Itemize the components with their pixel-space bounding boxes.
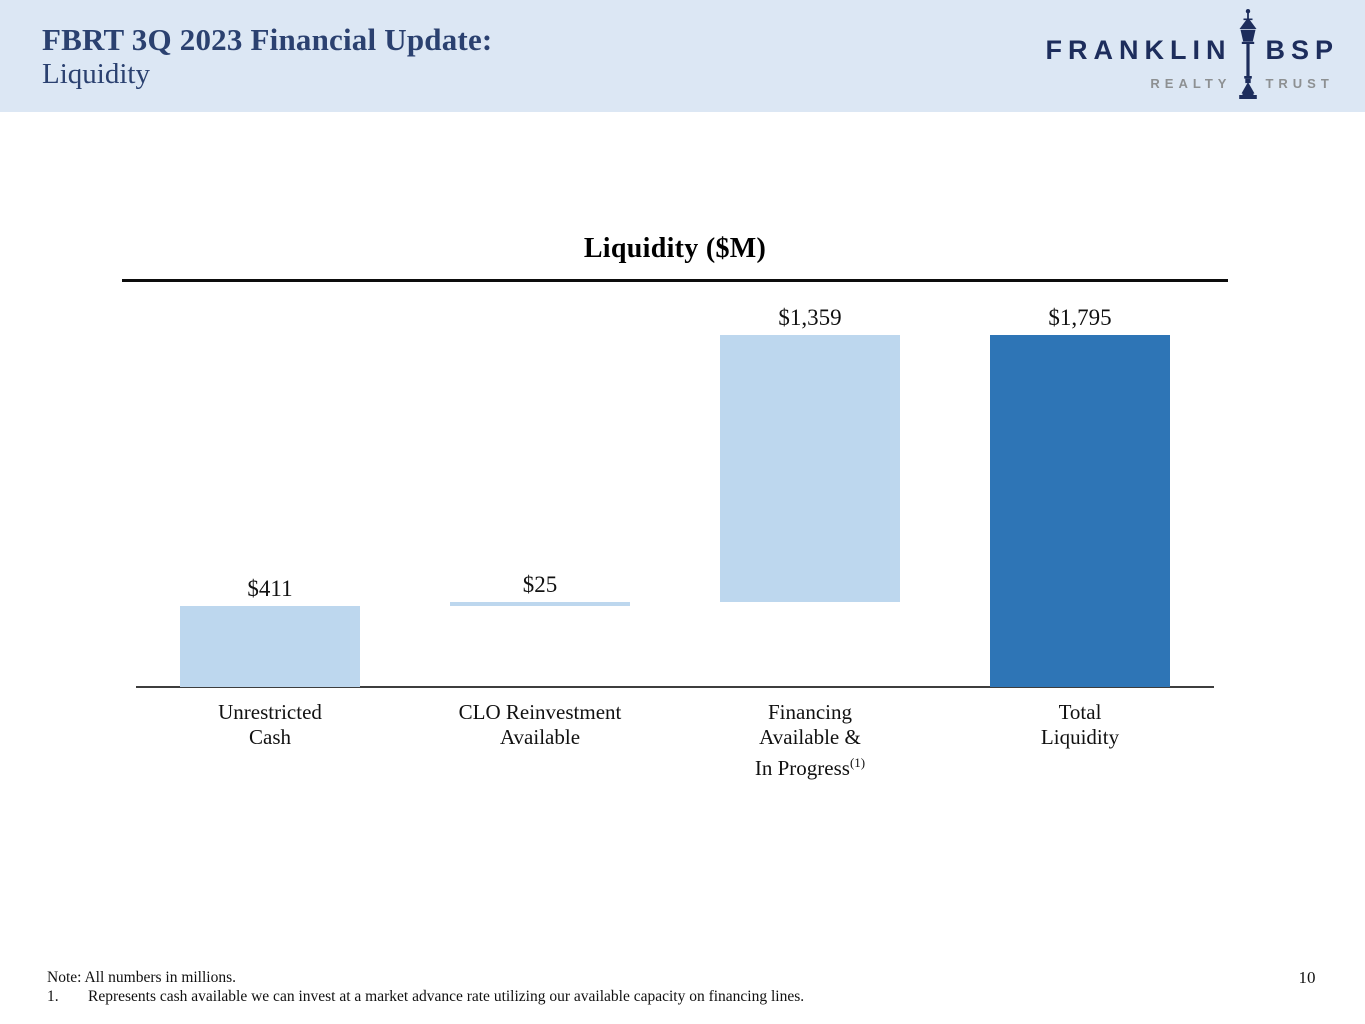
- footer-notes: Note: All numbers in millions. 1. Repres…: [47, 969, 804, 1006]
- logo-word-trust: TRUST: [1265, 76, 1334, 91]
- footnote-marker: (1): [849, 755, 866, 770]
- logo-word-bsp: BSP: [1265, 35, 1339, 65]
- value-label-unrestricted-cash: $411: [247, 576, 293, 602]
- company-logo: FRANKLIN: [1045, 8, 1339, 104]
- title-rule: [122, 279, 1228, 282]
- chart-title: Liquidity ($M): [583, 233, 767, 264]
- value-label-total-liquidity: $1,795: [1048, 305, 1112, 330]
- footnote: 1. Represents cash available we can inve…: [47, 988, 804, 1006]
- category-label-clo-reinvestment-available: CLO Reinvestment Available: [458, 700, 622, 749]
- chart-plot: $411 Unrestricted Cash $25 CLO Reinvestment A…: [136, 300, 1214, 780]
- page-subtitle: Liquidity: [42, 57, 150, 90]
- category-label-unrestricted-cash: Unrestricted Cash: [218, 700, 322, 749]
- x-axis-line: [136, 686, 1214, 688]
- page-number: 10: [1298, 968, 1316, 987]
- category-label-total-liquidity: Total Liquidity: [1040, 700, 1120, 749]
- bar-total-liquidity: [990, 335, 1170, 687]
- logo-word-realty: REALTY: [1150, 76, 1232, 91]
- value-label-financing-available-in-progress: $1,359: [778, 305, 842, 330]
- note-text: Note: All numbers in millions.: [47, 969, 237, 986]
- header-band: FBRT 3Q 2023 Financial Update: Liquidity…: [0, 0, 1365, 112]
- value-label-clo-reinvestment-available: $25: [522, 571, 558, 597]
- bar-financing-available-in-progress: [720, 335, 900, 602]
- lamppost-icon: [1233, 8, 1263, 102]
- bar-unrestricted-cash: [180, 606, 360, 687]
- logo-word-franklin: FRANKLIN: [1045, 35, 1232, 65]
- footnote-number: 1.: [47, 988, 59, 1005]
- bar-clo-reinvestment-available: [450, 601, 630, 607]
- category-label-financing-available-in-progress: Financing Available & In Progress(1): [754, 700, 866, 780]
- page-title: FBRT 3Q 2023 Financial Update:: [42, 22, 493, 57]
- footnote-text: Represents cash available we can invest …: [88, 988, 805, 1005]
- header-titles: FBRT 3Q 2023 Financial Update: Liquidity: [42, 22, 492, 91]
